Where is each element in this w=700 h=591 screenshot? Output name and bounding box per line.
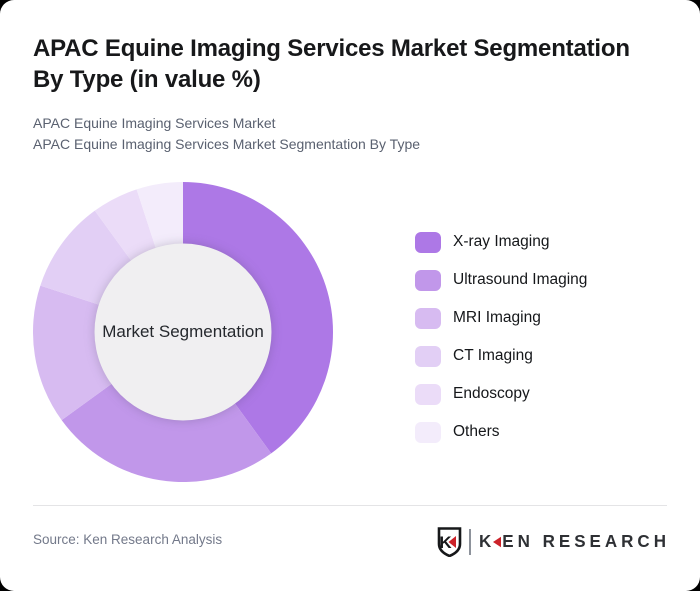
legend-swatch-icon (415, 231, 441, 253)
legend-item-xray[interactable]: X-ray Imaging (415, 231, 587, 253)
legend-label: Ultrasound Imaging (453, 271, 588, 288)
ken-research-logo: K K EN RESEARCH (437, 526, 670, 558)
logo-divider (468, 529, 471, 555)
page-title-line-1: APAC Equine Imaging Services Market Segm… (33, 35, 630, 62)
legend-label: Endoscopy (453, 385, 530, 402)
legend-label: CT Imaging (453, 347, 533, 364)
brand-rest: EN RESEARCH (502, 531, 670, 552)
legend-label: MRI Imaging (453, 309, 541, 326)
legend-swatch-icon (415, 345, 441, 367)
brand-wordmark: K EN RESEARCH (479, 532, 670, 553)
page-title: APAC Equine Imaging Services Market Segm… (33, 33, 630, 95)
donut-hole (94, 243, 272, 421)
page-title-line-2: By Type (in value %) (33, 66, 261, 93)
source-text: Source: Ken Research Analysis (33, 532, 223, 547)
legend-label: Others (453, 423, 500, 440)
chart-legend: X-ray Imaging Ultrasound Imaging MRI Ima… (415, 231, 587, 459)
svg-text:K: K (439, 533, 452, 552)
brand-first-letter: K (478, 531, 496, 552)
donut-svg (33, 182, 333, 482)
subtitle-block: APAC Equine Imaging Services Market APAC… (33, 113, 420, 155)
legend-item-endoscopy[interactable]: Endoscopy (415, 383, 587, 405)
subtitle-line-2: APAC Equine Imaging Services Market Segm… (33, 136, 421, 152)
legend-item-mri[interactable]: MRI Imaging (415, 307, 587, 329)
legend-item-ultrasound[interactable]: Ultrasound Imaging (415, 269, 587, 291)
legend-label: X-ray Imaging (453, 233, 550, 250)
red-triangle-icon (493, 536, 502, 548)
legend-swatch-icon (415, 383, 441, 405)
legend-swatch-icon (415, 421, 441, 443)
legend-item-ct[interactable]: CT Imaging (415, 345, 587, 367)
donut-chart: Market Segmentation (33, 182, 333, 482)
legend-swatch-icon (415, 269, 441, 291)
subtitle-line-1: APAC Equine Imaging Services Market (33, 115, 276, 131)
shield-emblem-icon: K (437, 527, 462, 557)
footer-divider (33, 505, 667, 506)
legend-item-others[interactable]: Others (415, 421, 587, 443)
legend-swatch-icon (415, 307, 441, 329)
